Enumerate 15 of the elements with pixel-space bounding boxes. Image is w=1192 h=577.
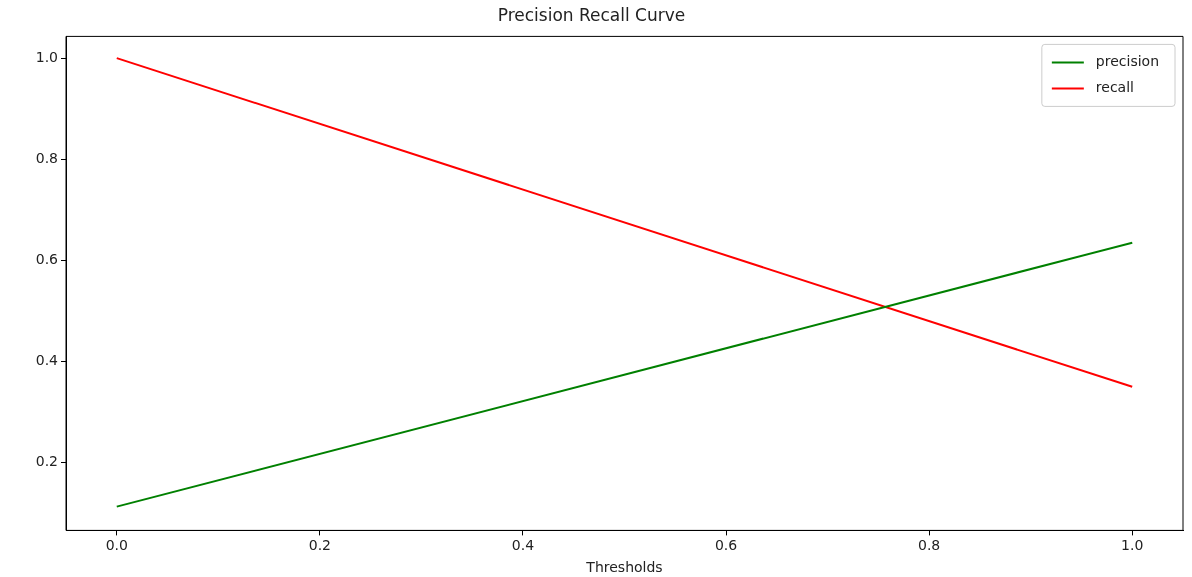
x-tick-label: 0.8 <box>918 537 941 554</box>
y-tick-label: 0.2 <box>35 453 58 470</box>
x-tick-label: 0.0 <box>105 537 128 554</box>
legend-label: recall <box>1095 79 1134 96</box>
y-tick-label: 0.8 <box>35 149 58 166</box>
y-tick-label: 1.0 <box>35 48 58 65</box>
x-axis-title: Thresholds <box>585 559 663 576</box>
x-tick-label: 0.4 <box>511 537 535 554</box>
chart-title: Precision Recall Curve <box>497 4 686 25</box>
x-tick-label: 1.0 <box>1121 537 1144 554</box>
legend-label: precision <box>1095 53 1160 70</box>
y-tick-label: 0.6 <box>35 251 59 268</box>
y-tick-label: 0.4 <box>35 352 59 369</box>
x-tick-label: 0.2 <box>308 537 331 554</box>
x-tick-label: 0.6 <box>714 537 738 554</box>
